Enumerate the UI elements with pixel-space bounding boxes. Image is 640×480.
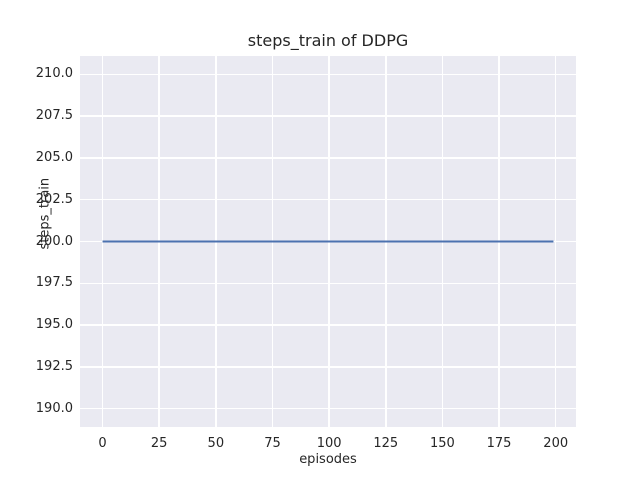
gridline-horizontal bbox=[80, 115, 576, 117]
x-tick-label: 200 bbox=[543, 436, 569, 451]
y-tick-label: 197.5 bbox=[35, 275, 73, 291]
x-tick-label: 125 bbox=[373, 436, 399, 451]
chart-title: steps_train of DDPG bbox=[247, 31, 409, 50]
plot-area bbox=[80, 56, 576, 427]
x-tick-label: 150 bbox=[430, 436, 455, 451]
gridline-horizontal bbox=[80, 198, 576, 201]
x-tick-label: 25 bbox=[150, 436, 168, 451]
y-tick-label: 210.0 bbox=[35, 66, 73, 82]
gridline-horizontal bbox=[80, 407, 576, 410]
y-tick-label: 190.0 bbox=[35, 400, 73, 416]
gridline-horizontal bbox=[80, 157, 576, 159]
y-tick-label: 192.5 bbox=[35, 358, 73, 374]
y-tick-label: 200.0 bbox=[35, 233, 73, 249]
x-tick-label: 0 bbox=[98, 436, 107, 451]
y-tick-label: 207.5 bbox=[35, 108, 73, 124]
y-tick-label: 195.0 bbox=[35, 317, 73, 333]
gridline-horizontal bbox=[80, 282, 576, 285]
gridline-horizontal bbox=[80, 366, 576, 368]
x-tick-label: 75 bbox=[264, 436, 281, 451]
x-axis-label: episodes bbox=[299, 452, 357, 467]
y-tick-label: 205.0 bbox=[35, 149, 73, 165]
x-tick-label: 175 bbox=[486, 436, 512, 451]
x-tick-label: 100 bbox=[316, 436, 342, 451]
series-layer bbox=[102, 240, 554, 243]
gridline-horizontal bbox=[80, 73, 576, 76]
gridline-horizontal bbox=[80, 324, 576, 326]
y-tick-label: 202.5 bbox=[35, 191, 73, 207]
x-tick-label: 50 bbox=[207, 436, 225, 451]
